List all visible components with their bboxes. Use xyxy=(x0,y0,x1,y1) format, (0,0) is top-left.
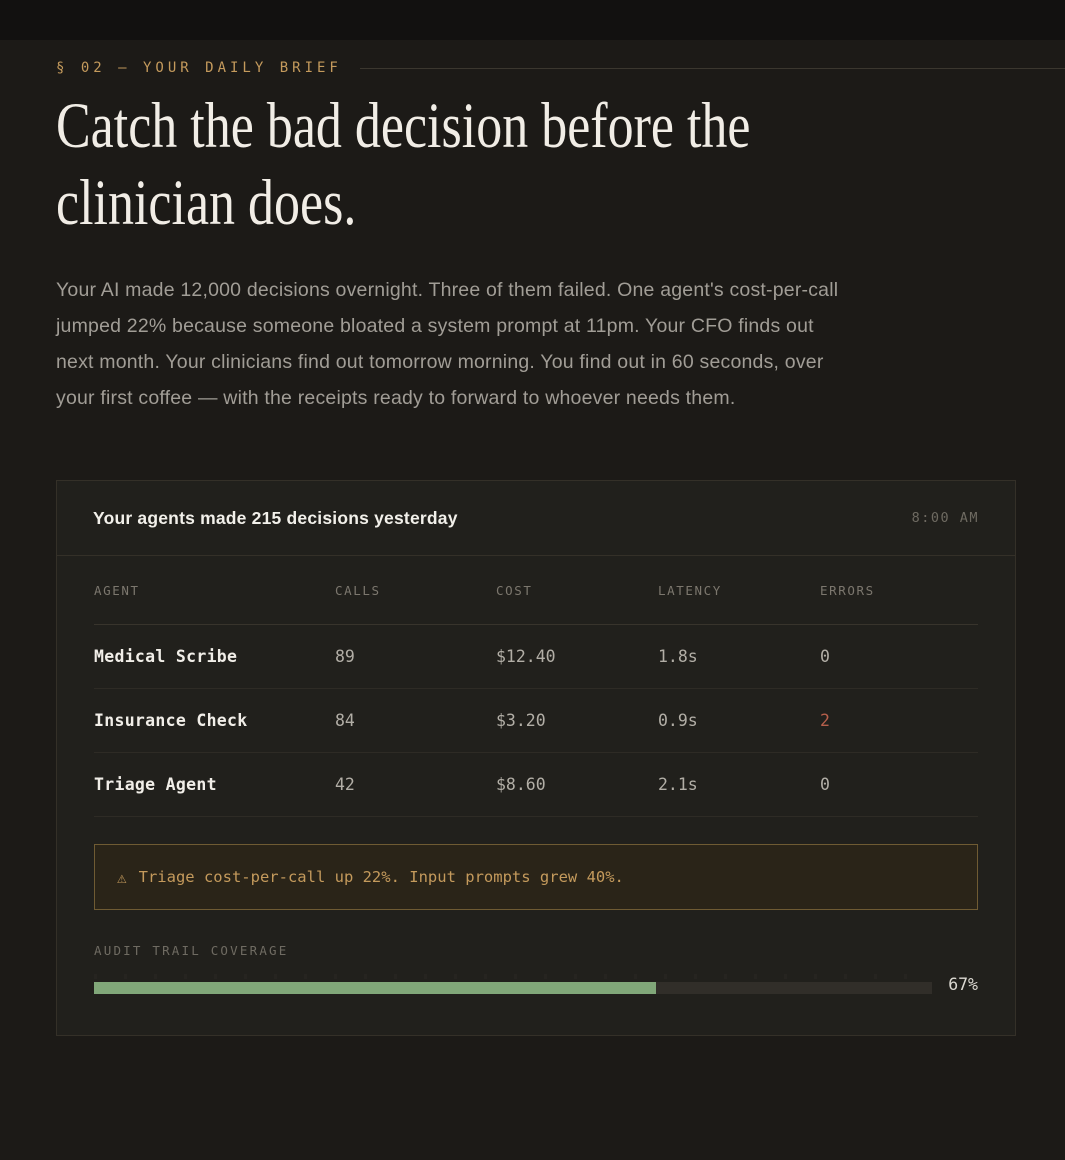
page-title-line2: clinician does. xyxy=(56,167,357,239)
page-title-line1: Catch the bad decision before the xyxy=(56,90,751,162)
column-header-calls: CALLS xyxy=(335,582,381,598)
progress-track xyxy=(94,982,933,994)
table-header-row: AGENT CALLS COST LATENCY ERRORS xyxy=(94,556,978,625)
cost-cell: $12.40 xyxy=(496,647,556,666)
cost-cell: $3.20 xyxy=(496,711,546,730)
agent-name-cell: Triage Agent xyxy=(94,775,217,794)
table-row: Triage Agent 42 $8.60 2.1s 0 xyxy=(94,753,978,817)
cost-cell: $8.60 xyxy=(496,775,546,794)
latency-cell: 2.1s xyxy=(658,775,698,794)
progress-bar xyxy=(94,974,933,994)
intro-paragraph: Your AI made 12,000 decisions overnight.… xyxy=(56,279,839,409)
errors-cell: 0 xyxy=(820,775,830,794)
errors-cell: 2 xyxy=(820,711,830,730)
calls-cell: 89 xyxy=(335,647,355,666)
agent-name-cell: Medical Scribe xyxy=(94,647,238,666)
card-timestamp: 8:00 AM xyxy=(911,510,979,526)
card-body: AGENT CALLS COST LATENCY ERRORS Medical … xyxy=(57,556,1015,1035)
audit-coverage-progress: 67% xyxy=(94,974,978,1035)
card-header: Your agents made 215 decisions yesterday… xyxy=(57,481,1015,556)
progress-fill xyxy=(94,982,656,994)
section-daily-brief: § 02 — YOUR DAILY BRIEF Catch the bad de… xyxy=(0,60,1065,1036)
progress-ticks xyxy=(94,974,933,979)
table-row: Medical Scribe 89 $12.40 1.8s 0 xyxy=(94,625,978,689)
warning-icon: ⚠ xyxy=(117,867,127,887)
column-header-latency: LATENCY xyxy=(658,582,722,598)
section-divider-rule xyxy=(359,67,1065,69)
cost-alert-banner: ⚠ Triage cost-per-call up 22%. Input pro… xyxy=(94,844,978,910)
page-title: Catch the bad decision before the clinic… xyxy=(56,88,863,242)
alert-text: Triage cost-per-call up 22%. Input promp… xyxy=(138,868,624,886)
daily-brief-card: Your agents made 215 decisions yesterday… xyxy=(56,480,1016,1036)
card-title: Your agents made 215 decisions yesterday xyxy=(93,507,458,528)
calls-cell: 42 xyxy=(335,775,355,794)
top-band xyxy=(0,0,1065,40)
table-row: Insurance Check 84 $3.20 0.9s 2 xyxy=(94,689,978,753)
progress-percent-value: 67% xyxy=(948,974,978,994)
calls-cell: 84 xyxy=(335,711,355,730)
errors-cell: 0 xyxy=(820,647,830,666)
section-label: § 02 — YOUR DAILY BRIEF xyxy=(56,60,342,76)
column-header-errors: ERRORS xyxy=(820,582,875,598)
latency-cell: 1.8s xyxy=(658,647,698,666)
section-eyebrow: § 02 — YOUR DAILY BRIEF xyxy=(56,60,1065,76)
agent-name-cell: Insurance Check xyxy=(94,711,248,730)
column-header-cost: COST xyxy=(496,582,533,598)
audit-coverage-label: AUDIT TRAIL COVERAGE xyxy=(94,943,289,958)
column-header-agent: AGENT xyxy=(94,582,140,598)
latency-cell: 0.9s xyxy=(658,711,698,730)
